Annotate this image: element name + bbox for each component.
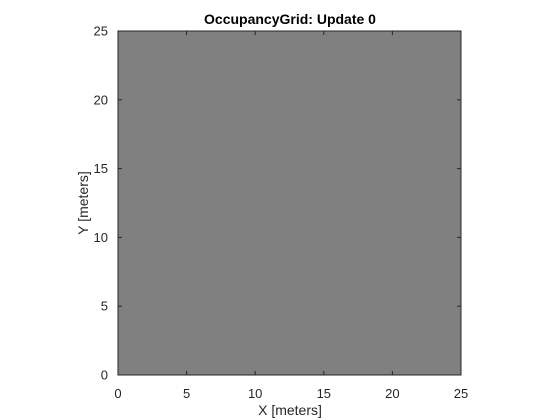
- x-tick-label: 0: [114, 386, 121, 401]
- x-axis: 0 5 10 15 20 25: [114, 31, 468, 401]
- x-tick-label: 25: [454, 386, 468, 401]
- x-tick-label: 15: [317, 386, 331, 401]
- y-axis-label: Y [meters]: [75, 171, 91, 235]
- y-tick-label: 20: [94, 92, 108, 107]
- chart-title: OccupancyGrid: Update 0: [204, 11, 376, 27]
- y-tick-label: 0: [101, 368, 108, 383]
- plot-frame: [117, 30, 462, 376]
- x-axis-label: X [meters]: [258, 402, 322, 418]
- x-tick-label: 20: [385, 386, 399, 401]
- y-tick-label: 5: [101, 299, 108, 314]
- x-tick-label: 10: [248, 386, 262, 401]
- y-tick-label: 25: [94, 24, 108, 39]
- y-tick-label: 15: [94, 161, 108, 176]
- y-axis: 0 5 10 15 20 25: [94, 24, 461, 383]
- x-tick-label: 5: [183, 386, 190, 401]
- occupancy-map-area: [118, 31, 461, 375]
- y-tick-label: 10: [94, 230, 108, 245]
